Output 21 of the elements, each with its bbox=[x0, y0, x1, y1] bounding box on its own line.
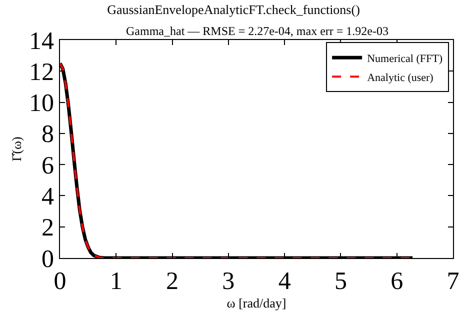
y-tick-label: 8 bbox=[42, 121, 54, 148]
x-tick-label: 6 bbox=[390, 268, 404, 295]
legend-label: Numerical (FFT) bbox=[367, 52, 443, 65]
y-tick-label: 2 bbox=[42, 214, 54, 242]
y-tick-label: 6 bbox=[42, 152, 54, 180]
y-tick-label: 10 bbox=[29, 90, 54, 118]
x-tick-label: 3 bbox=[222, 268, 235, 295]
chart-title: GaussianEnvelopeAnalyticFT.check_functions() bbox=[107, 2, 360, 17]
x-axis-title: ω [rad/day] bbox=[226, 296, 286, 311]
x-tick-label: 5 bbox=[334, 268, 347, 295]
x-tick-label: 4 bbox=[278, 268, 292, 295]
chart-subtitle: Gamma_hat — RMSE = 2.27e-04, max err = 1.92e-03 bbox=[126, 24, 388, 38]
x-tick-label: 2 bbox=[166, 268, 179, 295]
legend-label: Analytic (user) bbox=[367, 72, 434, 84]
y-tick-label: 0 bbox=[42, 246, 54, 273]
y-axis-title: Γ̂(ω) bbox=[8, 136, 24, 162]
y-tick-label: 12 bbox=[29, 58, 54, 86]
x-tick-label: 1 bbox=[110, 268, 122, 295]
y-tick-label: 4 bbox=[42, 183, 54, 210]
y-tick-label: 14 bbox=[29, 28, 54, 55]
x-tick-label: 7 bbox=[446, 268, 460, 295]
